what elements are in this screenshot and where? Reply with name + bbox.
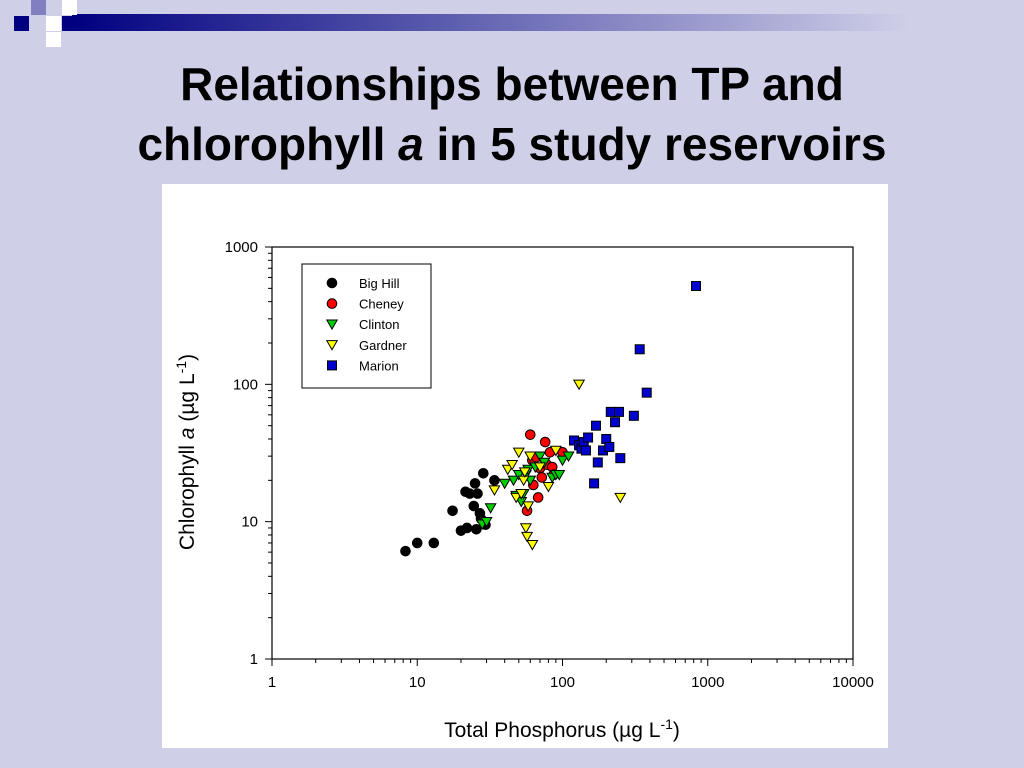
y-tick-label: 1: [250, 651, 258, 668]
legend-marker-clinton: [325, 319, 339, 331]
data-point-gardner: [518, 467, 531, 478]
legend-box: [301, 263, 432, 389]
data-point-marion: [580, 445, 591, 456]
scatter-chart: 1 10 100 1000 10000 1 10 100 1000 Big Hill Chene…: [173, 239, 874, 742]
x-tick-label: 10: [409, 674, 426, 691]
data-point-marion: [589, 478, 600, 489]
data-point-marion: [610, 417, 621, 428]
x-tick-label: 10000: [832, 674, 874, 691]
data-point-marion: [641, 387, 652, 398]
y-axis-label-sup: -1: [173, 361, 189, 374]
y-axis-label-italic: a: [176, 428, 199, 440]
data-point-gardner: [524, 451, 537, 463]
legend-label-big-hill: Big Hill: [359, 276, 400, 291]
data-point-marion: [590, 420, 601, 431]
data-point-marion: [690, 281, 701, 292]
data-point-gardner: [520, 531, 534, 543]
data-point-big-hill: [472, 488, 483, 499]
data-point-cheney: [536, 472, 548, 483]
y-tick-label: 10: [241, 514, 258, 531]
data-point-cheney: [532, 492, 544, 503]
legend-label-marion: Marion: [359, 358, 399, 373]
data-point-marion: [615, 453, 626, 464]
title-decoration: [14, 0, 1002, 47]
legend-marker-gardner: [325, 340, 339, 351]
y-axis-label-end: ): [176, 354, 199, 361]
y-axis-label-text: Chlorophyll: [176, 439, 199, 550]
data-point-clinton: [512, 469, 525, 481]
data-point-marion: [614, 406, 625, 417]
legend-marker-big-hill: [326, 277, 338, 289]
data-point-big-hill: [461, 522, 473, 534]
data-point-gardner: [512, 447, 525, 459]
y-axis-label-mid: (µg L: [176, 373, 199, 427]
data-point-big-hill: [447, 505, 458, 517]
x-tick-label: 1000: [691, 674, 724, 691]
data-point-gardner: [533, 462, 547, 473]
legend-marker-cheney: [326, 298, 338, 309]
data-point-big-hill: [428, 537, 440, 549]
x-axis-label-text: Total Phosphorus (µg L: [444, 719, 660, 742]
data-point-clinton: [498, 478, 511, 490]
legend-marker-marion: [327, 360, 337, 371]
data-point-cheney: [539, 436, 551, 448]
data-point-big-hill: [469, 478, 481, 489]
series-big-hill: [400, 468, 500, 557]
data-point-clinton: [562, 451, 575, 463]
data-point-marion: [592, 457, 603, 468]
x-axis-label-end: ): [673, 719, 680, 742]
data-point-gardner: [542, 481, 555, 493]
data-point-big-hill: [489, 475, 500, 486]
data-point-gardner: [488, 485, 501, 496]
data-point-big-hill: [470, 523, 482, 535]
data-point-clinton: [553, 469, 566, 481]
data-point-gardner: [510, 492, 523, 504]
data-point-gardner: [506, 460, 519, 471]
legend-label-gardner: Gardner: [359, 338, 407, 353]
data-point-clinton: [480, 517, 493, 528]
data-point-marion: [628, 410, 639, 421]
y-tick-label: 1000: [225, 239, 258, 256]
data-point-marion: [583, 432, 594, 443]
legend-label-clinton: Clinton: [359, 317, 399, 332]
title-line-1: Relationships between TP and: [180, 58, 844, 110]
data-point-big-hill: [400, 545, 411, 557]
title-line-2-italic: a: [398, 118, 424, 170]
x-tick-label: 100: [550, 674, 575, 691]
data-point-gardner: [572, 379, 586, 391]
chart-panel: 1 10 100 1000 10000 1 10 100 1000 Big Hill Chene…: [162, 184, 888, 748]
data-point-cheney: [524, 429, 536, 440]
series-gardner: [488, 379, 627, 551]
x-axis-label: Total Phosphorus (µg L-1): [444, 716, 680, 742]
data-point-big-hill: [478, 468, 489, 479]
data-point-gardner: [515, 488, 528, 500]
x-axis-label-sup: -1: [660, 716, 673, 732]
data-point-gardner: [501, 464, 514, 476]
data-point-gardner: [614, 492, 627, 504]
data-point-gardner: [526, 540, 539, 551]
data-point-gardner: [517, 475, 530, 487]
data-point-gardner: [549, 445, 562, 457]
data-point-marion: [604, 441, 615, 452]
data-point-clinton: [556, 455, 569, 467]
x-tick-label: 1: [268, 674, 276, 691]
title-line-2-end: in 5 study reservoirs: [423, 118, 887, 170]
data-point-marion: [634, 344, 645, 355]
data-point-clinton: [507, 475, 520, 487]
data-point-marion: [605, 406, 616, 417]
data-point-clinton: [533, 451, 547, 463]
legend-label-cheney: Cheney: [359, 297, 404, 312]
data-point-gardner: [522, 501, 535, 512]
data-point-big-hill: [411, 537, 423, 549]
data-point-clinton: [484, 503, 497, 514]
slide-title: Relationships between TP and chlorophyll…: [0, 54, 1024, 174]
series-marion: [569, 281, 701, 489]
y-axis-label: Chlorophyll a (µg L-1): [173, 354, 199, 550]
data-point-big-hill: [468, 500, 480, 512]
title-line-2-start: chlorophyll: [137, 118, 399, 170]
data-point-gardner: [519, 523, 532, 534]
y-tick-label: 100: [233, 376, 258, 393]
